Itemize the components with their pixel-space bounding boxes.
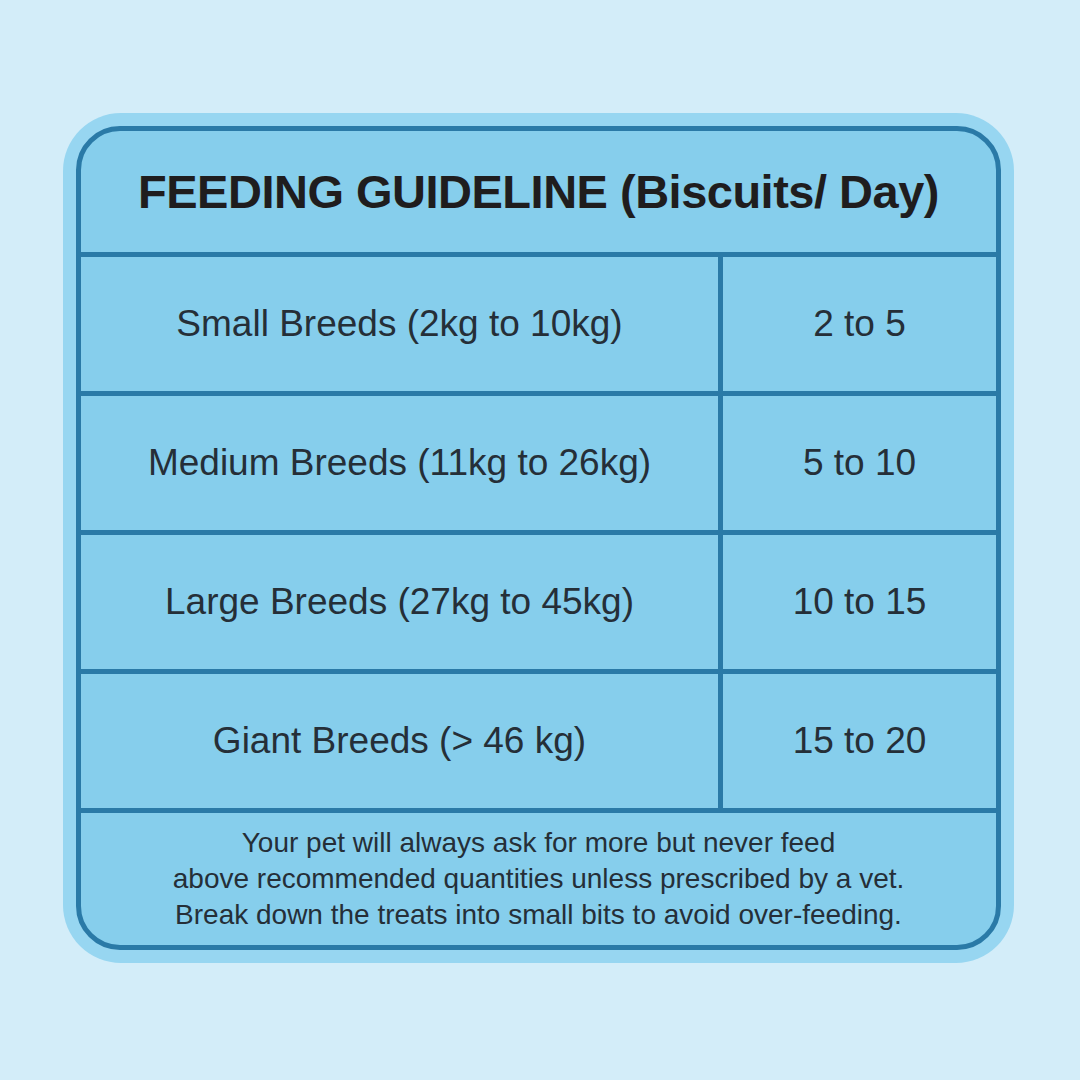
- breed-cell: Giant Breeds (> 46 kg): [81, 674, 723, 808]
- breed-cell: Medium Breeds (11kg to 26kg): [81, 396, 723, 530]
- quantity-cell: 2 to 5: [723, 257, 996, 391]
- breed-cell: Large Breeds (27kg to 45kg): [81, 535, 723, 669]
- feeding-guideline-table: FEEDING GUIDELINE (Biscuits/ Day) Small …: [76, 126, 1001, 950]
- advisory-note-line: Your pet will always ask for more but ne…: [242, 825, 835, 861]
- page-title: FEEDING GUIDELINE (Biscuits/ Day): [138, 164, 939, 219]
- advisory-note-line: above recommended quantities unless pres…: [173, 861, 905, 897]
- table-row: Large Breeds (27kg to 45kg) 10 to 15: [81, 530, 996, 669]
- table-row: Giant Breeds (> 46 kg) 15 to 20: [81, 669, 996, 808]
- quantity-cell: 10 to 15: [723, 535, 996, 669]
- advisory-note: Your pet will always ask for more but ne…: [81, 808, 996, 945]
- table-row: Small Breeds (2kg to 10kg) 2 to 5: [81, 252, 996, 391]
- page-background: FEEDING GUIDELINE (Biscuits/ Day) Small …: [0, 0, 1080, 1080]
- breed-cell: Small Breeds (2kg to 10kg): [81, 257, 723, 391]
- quantity-cell: 15 to 20: [723, 674, 996, 808]
- feeding-guideline-card: FEEDING GUIDELINE (Biscuits/ Day) Small …: [63, 113, 1014, 963]
- table-row: Medium Breeds (11kg to 26kg) 5 to 10: [81, 391, 996, 530]
- quantity-cell: 5 to 10: [723, 396, 996, 530]
- table-title-row: FEEDING GUIDELINE (Biscuits/ Day): [81, 131, 996, 252]
- advisory-note-line: Break down the treats into small bits to…: [175, 897, 902, 933]
